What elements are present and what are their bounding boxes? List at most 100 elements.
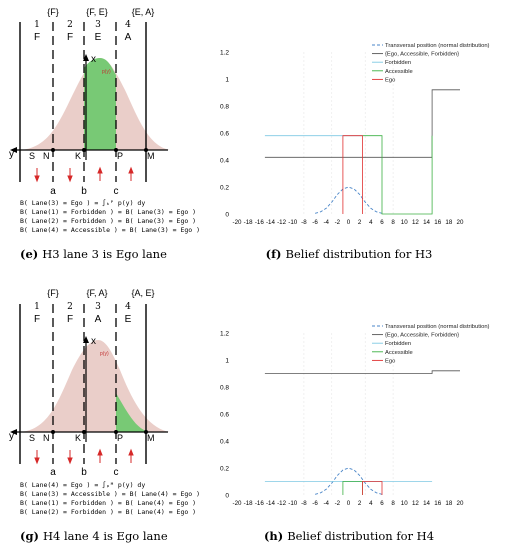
legend-entry-ego: Ego — [385, 358, 395, 364]
caption-h: (h) Belief distribution for H4 — [264, 529, 434, 543]
lane-letter-4: E — [125, 314, 132, 325]
lane-number-2: 2 — [67, 20, 73, 30]
set-label-2: {F, E} — [86, 7, 108, 17]
x-tick-label: 8 — [391, 219, 395, 226]
legend-entry-accessible: Accessible — [385, 69, 413, 75]
y-tick-label: 1 — [225, 358, 229, 365]
arrow-head-lane-4 — [128, 448, 134, 456]
caption-h-letter: (h) — [264, 529, 283, 543]
x-tick-label: 16 — [434, 219, 441, 226]
y-axis-letter: y — [9, 149, 14, 160]
series-line-ego — [361, 481, 383, 495]
x-tick-label: 4 — [369, 219, 373, 226]
point-label-M: M — [147, 151, 155, 161]
caption-e-text: H3 lane 3 is Ego lane — [42, 247, 167, 261]
set-label-2: {F, A} — [86, 288, 107, 298]
equation-4: B( Lane(2) = Forbidden ) = B( Lane(4) = … — [20, 508, 196, 516]
series-line-normal — [314, 467, 383, 495]
density-area-pink — [20, 340, 170, 432]
y-tick-label: 0.4 — [220, 158, 229, 165]
y-tick-label: 0 — [225, 212, 229, 219]
x-tick-label: -4 — [323, 219, 329, 226]
x-tick-label: 10 — [401, 219, 408, 226]
x-tick-label: 4 — [369, 500, 373, 507]
caption-f-text: Belief distribution for H3 — [286, 247, 433, 261]
x-tick-label: -8 — [301, 500, 307, 507]
panel-g-diagram: {F} {F, A} {A, E} 1 2 3 4 F F A E x y p(… — [9, 288, 200, 516]
legend-entry-all: {Ego, Accessible, Forbidden} — [385, 52, 459, 58]
lane-number-3: 3 — [95, 20, 101, 30]
y-tick-label: 1 — [225, 77, 229, 84]
set-label-3: {E, A} — [132, 7, 155, 17]
bottom-label-b: b — [81, 186, 87, 197]
x-tick-label: 20 — [457, 219, 464, 226]
lane-letter-1: F — [34, 314, 40, 325]
point-K — [82, 148, 86, 152]
equation-1: B( Lane(4) = Ego ) = ∫ₚᴹ p(y) dy — [20, 481, 145, 489]
x-tick-label: -20 — [233, 219, 243, 226]
bottom-label-a: a — [50, 467, 56, 478]
bottom-label-b: b — [81, 467, 87, 478]
caption-g-letter: (g) — [20, 529, 39, 543]
caption-e-letter: (e) — [20, 247, 38, 261]
series-line-all — [264, 370, 460, 374]
x-tick-label: 18 — [445, 500, 452, 507]
point-N — [51, 148, 55, 152]
point-label-P: P — [117, 151, 123, 161]
x-tick-label: 14 — [423, 500, 430, 507]
chart-h: 00.20.40.60.811.2-20 -18 -16 -14 -12 -10 -8 -6-… — [220, 324, 490, 507]
panel-e-diagram: {F} {F, E} {E, A} 1 2 3 4 F F E A x y p(… — [9, 7, 200, 234]
set-label-1: {F} — [47, 288, 59, 298]
x-tick-label: -2 — [335, 500, 341, 507]
point-M — [144, 148, 148, 152]
point-label-K: K — [75, 433, 81, 443]
y-tick-label: 0.6 — [220, 131, 229, 138]
series-line-accessible — [342, 481, 363, 495]
x-tick-label: 10 — [401, 500, 408, 507]
x-tick-label: 6 — [380, 219, 384, 226]
x-tick-label: 8 — [391, 500, 395, 507]
lane-number-4: 4 — [125, 302, 131, 312]
lane-letter-4: A — [125, 32, 132, 43]
driving-direction-arrows — [34, 166, 134, 183]
legend-entry-accessible: Accessible — [385, 350, 413, 356]
x-tick-label: -14 — [266, 219, 276, 226]
y-tick-label: 0.2 — [220, 466, 229, 473]
x-tick-label: -4 — [323, 500, 329, 507]
point-K — [82, 430, 86, 434]
density-label: p(y) — [100, 351, 109, 357]
legend-entry-normal: Transversal position (normal distributio… — [385, 43, 490, 49]
x-tick-label: -12 — [277, 219, 287, 226]
point-label-N: N — [43, 151, 50, 161]
set-label-3: {A, E} — [131, 288, 154, 298]
y-tick-label: 0.8 — [220, 385, 229, 392]
lane-letter-2: F — [67, 32, 73, 43]
x-tick-label: 18 — [445, 219, 452, 226]
equation-2: B( Lane(3) = Accessible ) = B( Lane(4) =… — [20, 490, 200, 498]
arrow-head-lane-3 — [97, 448, 103, 456]
x-tick-label: 6 — [380, 500, 384, 507]
y-axis-letter: y — [9, 431, 14, 442]
point-label-P: P — [117, 433, 123, 443]
density-area-green — [116, 393, 146, 432]
chart-f: 00.20.40.60.811.2-20 -18 -16 -14 -12 -10 -8 -6-… — [220, 43, 490, 226]
density-label: p(y) — [102, 69, 111, 75]
x-tick-label: 12 — [412, 500, 419, 507]
set-label-1: {F} — [47, 7, 59, 17]
x-tick-label: -18 — [244, 219, 254, 226]
x-axis-arrowhead — [83, 54, 89, 61]
equation-3: B( Lane(1) = Forbidden ) = B( Lane(4) = … — [20, 499, 196, 507]
legend-entry-all: {Ego, Accessible, Forbidden} — [385, 333, 459, 339]
x-axis-arrowhead — [83, 336, 89, 343]
lane-number-1: 1 — [34, 20, 40, 30]
x-tick-label: -18 — [244, 500, 254, 507]
point-N — [51, 430, 55, 434]
point-M — [144, 430, 148, 434]
bottom-label-a: a — [50, 186, 56, 197]
arrow-head-lane-2 — [67, 457, 73, 465]
caption-f-letter: (f) — [266, 247, 282, 261]
y-tick-label: 1.2 — [220, 331, 229, 338]
x-tick-label: 2 — [358, 500, 362, 507]
equation-4: B( Lane(4) = Accessible ) = B( Lane(3) =… — [20, 226, 200, 234]
arrow-head-lane-2 — [67, 175, 73, 183]
